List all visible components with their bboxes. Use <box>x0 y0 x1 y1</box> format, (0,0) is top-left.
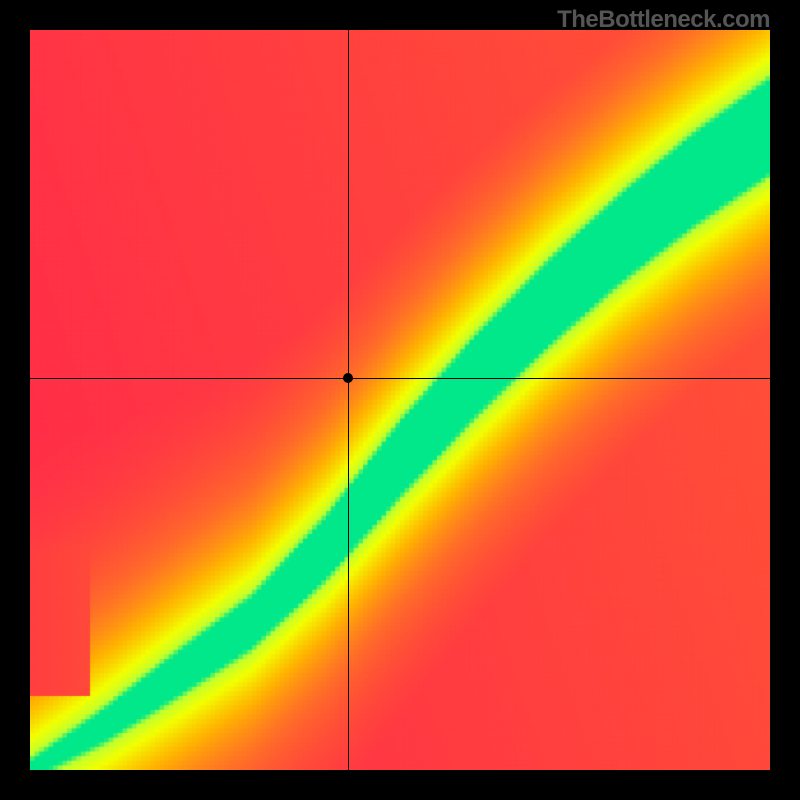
chart-container: TheBottleneck.com <box>0 0 800 800</box>
plot-area <box>30 30 770 770</box>
crosshair-dot <box>343 373 353 383</box>
crosshair-vertical <box>348 30 349 770</box>
crosshair-horizontal <box>30 378 770 379</box>
heatmap-canvas <box>30 30 770 770</box>
